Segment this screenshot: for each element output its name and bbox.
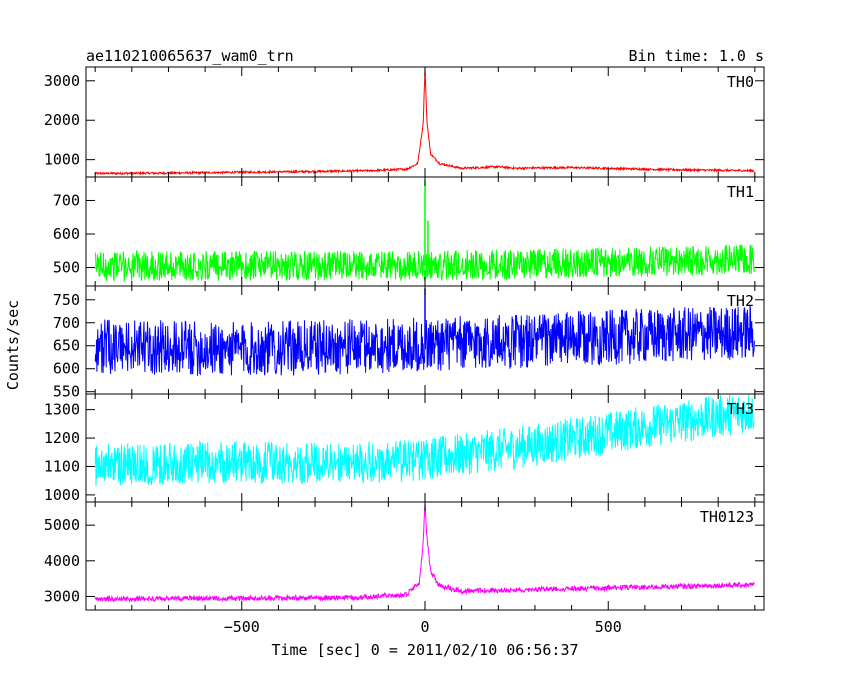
trace-th0 [94,67,755,176]
y-tick-label-th2: 650 [53,337,80,355]
y-tick-label-th0: 1000 [44,151,80,169]
y-tick-label-th0: 3000 [44,72,80,90]
y-axis-label: Counts/sec [4,300,22,390]
y-tick-label-th0123: 5000 [44,516,80,534]
x-tick-label: −500 [224,618,260,636]
panel-label-th0: TH0 [727,73,754,91]
y-tick-label-th3: 1300 [44,401,80,419]
y-tick-label-th3: 1100 [44,457,80,475]
y-tick-label-th1: 600 [53,225,80,243]
panel-label-th1: TH1 [727,183,754,201]
y-tick-label-th2: 550 [53,383,80,401]
y-tick-label-th3: 1000 [44,486,80,504]
panel-label-th3: TH3 [727,400,754,418]
y-tick-label-th1: 700 [53,191,80,209]
y-tick-label-th3: 1200 [44,429,80,447]
trace-th3 [94,394,755,487]
y-tick-label-th1: 500 [53,259,80,277]
trace-th0123 [94,502,755,603]
panel-frame-th0123 [85,501,765,611]
x-axis-label: Time [sec] 0 = 2011/02/10 06:56:37 [271,641,578,659]
y-tick-label-th0123: 4000 [44,552,80,570]
panels-group: 1000 2000 3000 TH0 500 600 700 TH1 550 600 650 700 7… [44,66,765,636]
y-tick-label-th2: 600 [53,360,80,378]
y-tick-label-th0123: 3000 [44,587,80,605]
y-tick-label-th2: 700 [53,314,80,332]
chart-title-right: Bin time: 1.0 s [629,47,764,65]
panel-label-th2: TH2 [727,292,754,310]
x-tick-label: 0 [420,618,429,636]
trace-th2 [94,305,755,376]
x-tick-label: 500 [595,618,622,636]
y-tick-label-th2: 750 [53,291,80,309]
chart-title-left: ae110210065637_wam0_trn [86,47,294,65]
panel-label-th0123: TH0123 [700,508,754,526]
trace-th1 [94,244,755,283]
y-tick-label-th0: 2000 [44,111,80,129]
